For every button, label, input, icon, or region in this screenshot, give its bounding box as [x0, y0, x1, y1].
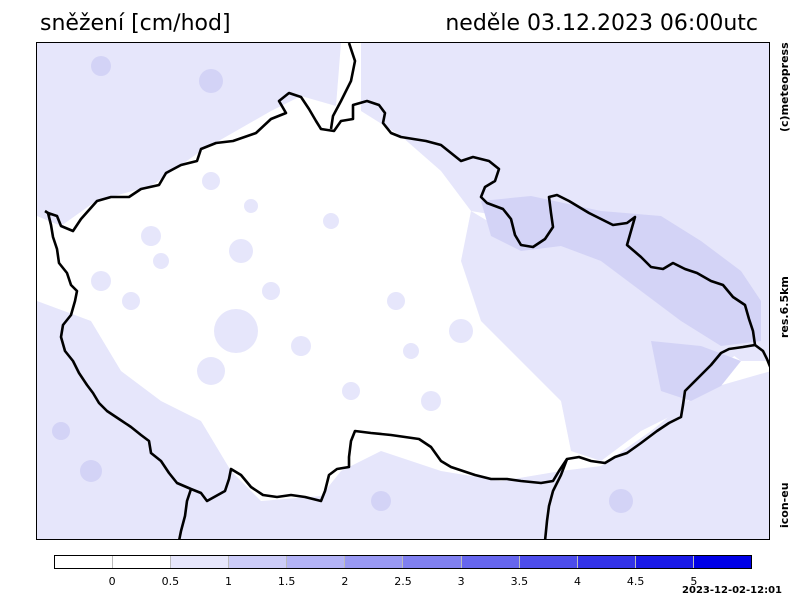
snow-patch [91, 56, 111, 76]
snow-patch [291, 336, 311, 356]
legend-color-cell [113, 556, 172, 568]
legend-tick-label: 3.5 [510, 575, 529, 588]
snow-patch [449, 319, 473, 343]
snow-patch [403, 343, 419, 359]
legend-tick-label: 4.5 [626, 575, 645, 588]
legend-tick-label: 1 [225, 575, 232, 588]
legend-color-cell [577, 556, 636, 568]
snow-area-moravia [461, 211, 741, 461]
legend-tick-label: 4 [574, 575, 581, 588]
map-parameter-title: sněžení [cm/hod] [40, 11, 231, 36]
copyright-label: (c)meteopress [778, 42, 791, 132]
snow-patch [197, 357, 225, 385]
model-label: icon-eu [778, 482, 791, 528]
snow-patch [214, 309, 258, 353]
border-germany-austria [178, 488, 193, 539]
snow-patch [153, 253, 169, 269]
snow-patch [52, 422, 70, 440]
run-timestamp: 2023-12-02-12:01 [682, 585, 782, 596]
legend-color-cell [287, 556, 346, 568]
legend-tick-label: 3 [457, 575, 465, 588]
country-border-czechia [46, 91, 757, 503]
legend-color-cell [461, 556, 520, 568]
legend-color-cell [229, 556, 288, 568]
snow-patch [91, 271, 111, 291]
snowfall-map [36, 42, 770, 540]
snow-patch [371, 491, 391, 511]
snow-patch [229, 239, 253, 263]
legend-tick-label: 5 [690, 575, 698, 588]
snow-patch [323, 213, 339, 229]
border-germany-poland [329, 43, 357, 130]
snow-patch [80, 460, 102, 482]
border-slovakia-poland [754, 343, 769, 368]
snow-patch [122, 292, 140, 310]
legend-color-cell [635, 556, 694, 568]
snow-patch [342, 382, 360, 400]
snow-patch [141, 226, 161, 246]
snow-patch [609, 489, 633, 513]
legend-color-cell [345, 556, 404, 568]
snow-patch [421, 391, 441, 411]
legend-color-cell [403, 556, 462, 568]
legend-color-cell [693, 556, 751, 568]
legend-color-cell [55, 556, 114, 568]
legend-tick-label: 1.5 [277, 575, 296, 588]
legend-tick-label: 0 [108, 575, 116, 588]
snow-patch [262, 282, 280, 300]
border-west-stub [44, 209, 49, 215]
snowfall-color-scale [54, 555, 752, 569]
resolution-label: res.6.5km [778, 276, 791, 338]
map-svg [37, 43, 769, 539]
legend-color-cell [171, 556, 230, 568]
snow-patch [244, 199, 258, 213]
border-austria-slovakia [543, 458, 569, 539]
map-datetime-title: neděle 03.12.2023 06:00utc [445, 11, 758, 36]
snow-area-south [37, 301, 769, 539]
snow-area-nw [37, 43, 341, 226]
legend-tick-label: 2.5 [394, 575, 412, 588]
snow-patch [199, 69, 223, 93]
snow-patch [387, 292, 405, 310]
legend-color-cell [519, 556, 578, 568]
snow-area-medium-ne [481, 196, 761, 346]
snow-patch [202, 172, 220, 190]
legend-tick-label: 0.5 [161, 575, 180, 588]
legend-tick-label: 2 [341, 575, 349, 588]
